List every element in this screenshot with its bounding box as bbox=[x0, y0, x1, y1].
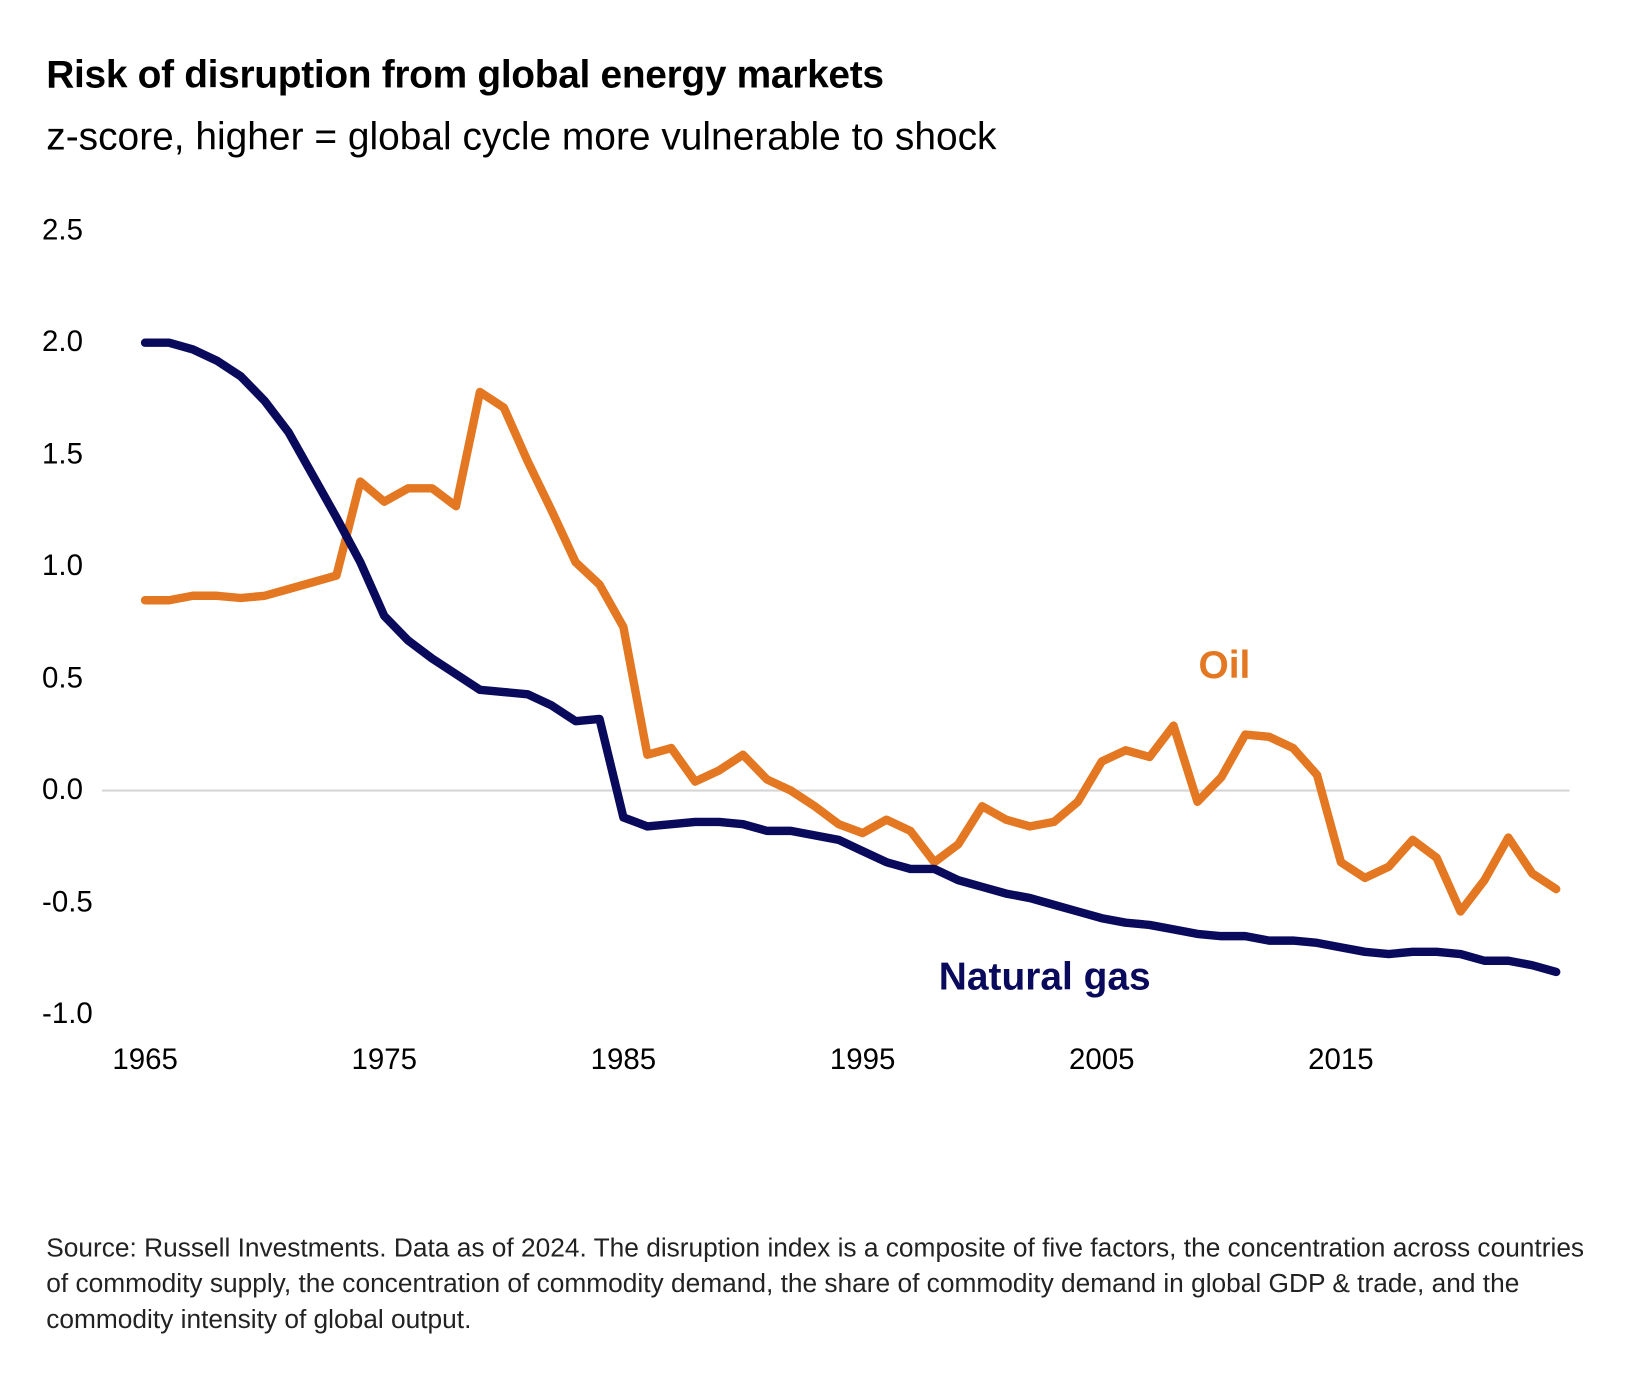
series-label-natural-gas: Natural gas bbox=[938, 954, 1151, 998]
series-label-oil: Oil bbox=[1198, 643, 1251, 687]
chart-title: Risk of disruption from global energy ma… bbox=[46, 52, 884, 96]
y-tick-label: 1.0 bbox=[42, 548, 83, 582]
x-tick-label: 1995 bbox=[829, 1042, 896, 1076]
y-tick-label: 2.5 bbox=[42, 212, 83, 246]
y-tick-label: 1.5 bbox=[42, 436, 83, 470]
y-tick-label: 2.0 bbox=[42, 324, 83, 358]
x-tick-label: 1965 bbox=[112, 1042, 178, 1076]
x-tick-label: 2015 bbox=[1308, 1042, 1374, 1076]
chart-subtitle: z-score, higher = global cycle more vuln… bbox=[46, 114, 997, 158]
footnote: Source: Russell Investments. Data as of … bbox=[46, 1233, 1585, 1335]
y-tick-label: -0.5 bbox=[42, 884, 93, 918]
x-tick-label: 2005 bbox=[1069, 1042, 1135, 1076]
y-tick-label: 0.0 bbox=[42, 772, 83, 806]
series-line-oil bbox=[140, 387, 1561, 916]
series-line-natural-gas bbox=[140, 338, 1561, 977]
y-tick-label: -1.0 bbox=[42, 996, 93, 1030]
y-tick-label: 0.5 bbox=[42, 660, 83, 694]
x-tick-label: 1985 bbox=[590, 1042, 657, 1076]
x-tick-label: 1975 bbox=[351, 1042, 417, 1076]
